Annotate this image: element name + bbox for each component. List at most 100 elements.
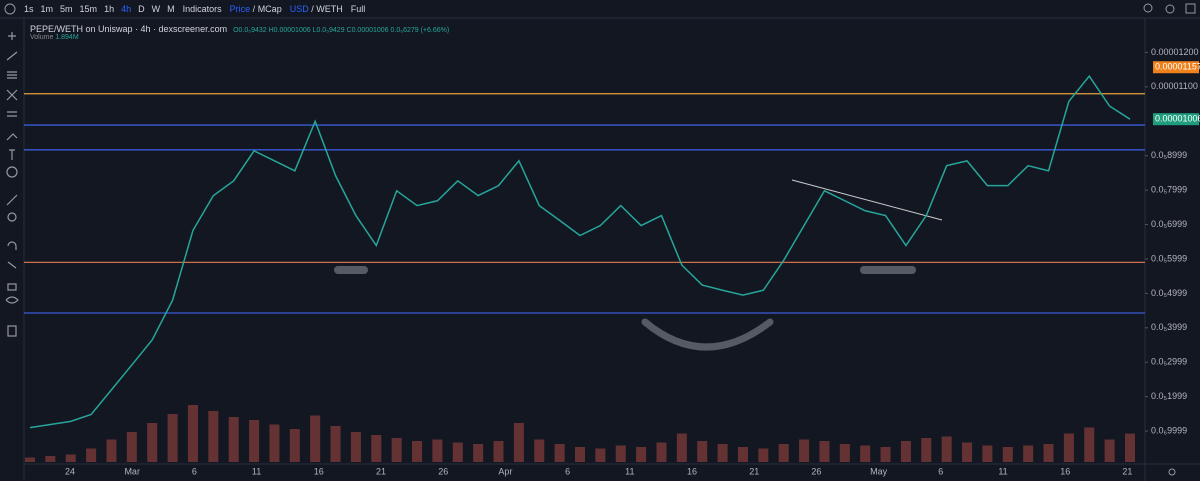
y-tick-label: 0.0₅6999 [1151,219,1187,229]
legend-title: PEPE/WETH on Uniswap · 4h · dexscreener.… [30,24,228,34]
volume-label: Volume [30,34,54,41]
volume-bar [45,456,56,462]
price-tag-label: 0.00001157 [1155,62,1200,72]
top-icons[interactable] [4,3,1196,476]
interval-button[interactable]: 5m [60,4,73,14]
volume-bar [1125,433,1135,462]
y-tick-label: 0.0₅3999 [1151,322,1187,332]
volume-bar [432,439,443,462]
y-tick-label: 0.00001200 [1151,47,1199,57]
volume-bar [289,429,300,462]
x-tick-label: 16 [314,466,324,476]
toggle-option[interactable]: MCap [257,4,282,14]
left-tools[interactable] [5,32,19,337]
volume-bar [330,426,341,462]
x-tick-label: 11 [625,466,634,476]
volume-bar [493,441,504,462]
price-toggle[interactable]: Price / MCap [230,4,282,14]
volume-bar [656,442,667,462]
trend-line [791,179,943,221]
x-tick-label: 6 [192,466,197,476]
separator: / [311,4,314,14]
interval-button[interactable]: 1s [24,4,34,14]
volume-bar [1104,439,1115,462]
x-tick-label: 21 [749,466,759,476]
x-tick-label: 26 [438,466,448,476]
x-tick-label: 26 [811,466,821,476]
x-tick-label: 11 [252,466,261,476]
x-tick-label: 6 [565,466,570,476]
volume-bar [1023,445,1034,462]
volume-bar [65,454,76,462]
volume-bar [147,423,158,462]
x-tick-label: 16 [687,466,697,476]
x-tick-label: 24 [65,466,75,476]
volume-bar [1002,447,1013,462]
y-tick-label: 0.0₅4999 [1151,288,1187,298]
volume-bar [208,411,219,462]
interval-button[interactable]: D [138,4,145,14]
y-tick-label: 0.0₅7999 [1151,185,1187,195]
volume-bar [249,420,260,462]
volume-bar [1063,433,1074,462]
volume-bar [737,447,748,462]
volume-bar [595,448,606,462]
volume-bar [371,435,382,462]
volume-bar [615,445,626,462]
volume-bar [187,405,198,462]
price-tag-label: 0.00001006 [1155,114,1200,124]
interval-button[interactable]: 1m [40,4,54,14]
x-tick-label: May [870,466,888,476]
volume-bar [25,457,35,462]
interval-button[interactable]: W [151,4,161,14]
volume-bar [126,432,137,462]
volume-bar [106,439,117,462]
volume-bar [676,433,687,462]
y-tick-label: 0.00001100 [1151,81,1198,91]
volume-bar [554,444,565,462]
volume-bar [473,444,484,462]
toggle-option[interactable]: WETH [316,4,343,14]
volume-bar [228,417,239,462]
volume-bar [799,439,810,462]
interval-group: 1s 1m 5m 15m 1h 4h D W M [24,4,175,14]
interval-button[interactable]: 15m [79,4,98,14]
x-tick-label: Mar [124,466,140,476]
x-tick-label: 21 [376,466,386,476]
full-button[interactable]: Full [350,4,366,14]
y-tick-label: 0.0₅8999 [1151,150,1187,160]
y-tick-label: 0.0₆9999 [1151,425,1187,435]
price-tag [1153,113,1199,126]
volume-bar [819,441,830,462]
separator: / [252,4,256,14]
volume-bar [452,442,463,462]
toggle-option[interactable]: USD [289,4,309,14]
x-tick-label: 11 [998,466,1007,476]
interval-button[interactable]: 4h [121,4,132,14]
volume-bar [1043,444,1054,462]
toolbar-bg [0,0,1200,18]
volume-bar [86,448,97,462]
volume-bar [636,447,647,462]
indicators-button[interactable]: Indicators [182,4,222,14]
volume-bar [269,424,280,462]
volume-bar [412,441,423,462]
volume-bar [758,448,769,462]
y-tick-label: 0.0₅5999 [1151,253,1187,263]
annotation-mark [641,318,774,351]
interval-button[interactable]: 1h [104,4,115,14]
volume-bar [167,414,178,462]
toggle-option[interactable]: Price [229,4,251,14]
volume-bar [880,447,891,462]
volume-bar [534,439,545,462]
y-tick-label: 0.0₅2999 [1151,357,1187,367]
currency-toggle[interactable]: USD / WETH [290,4,343,14]
volume-bar [391,438,402,462]
interval-button[interactable]: M [167,4,175,14]
legend-ohlc: O0.0₅9432 H0.00001006 L0.0₅9429 C0.00001… [233,27,450,34]
volume-bar [921,438,932,462]
volume-bar [982,445,993,462]
legend: PEPE/WETH on Uniswap · 4h · dexscreener.… [30,24,449,41]
